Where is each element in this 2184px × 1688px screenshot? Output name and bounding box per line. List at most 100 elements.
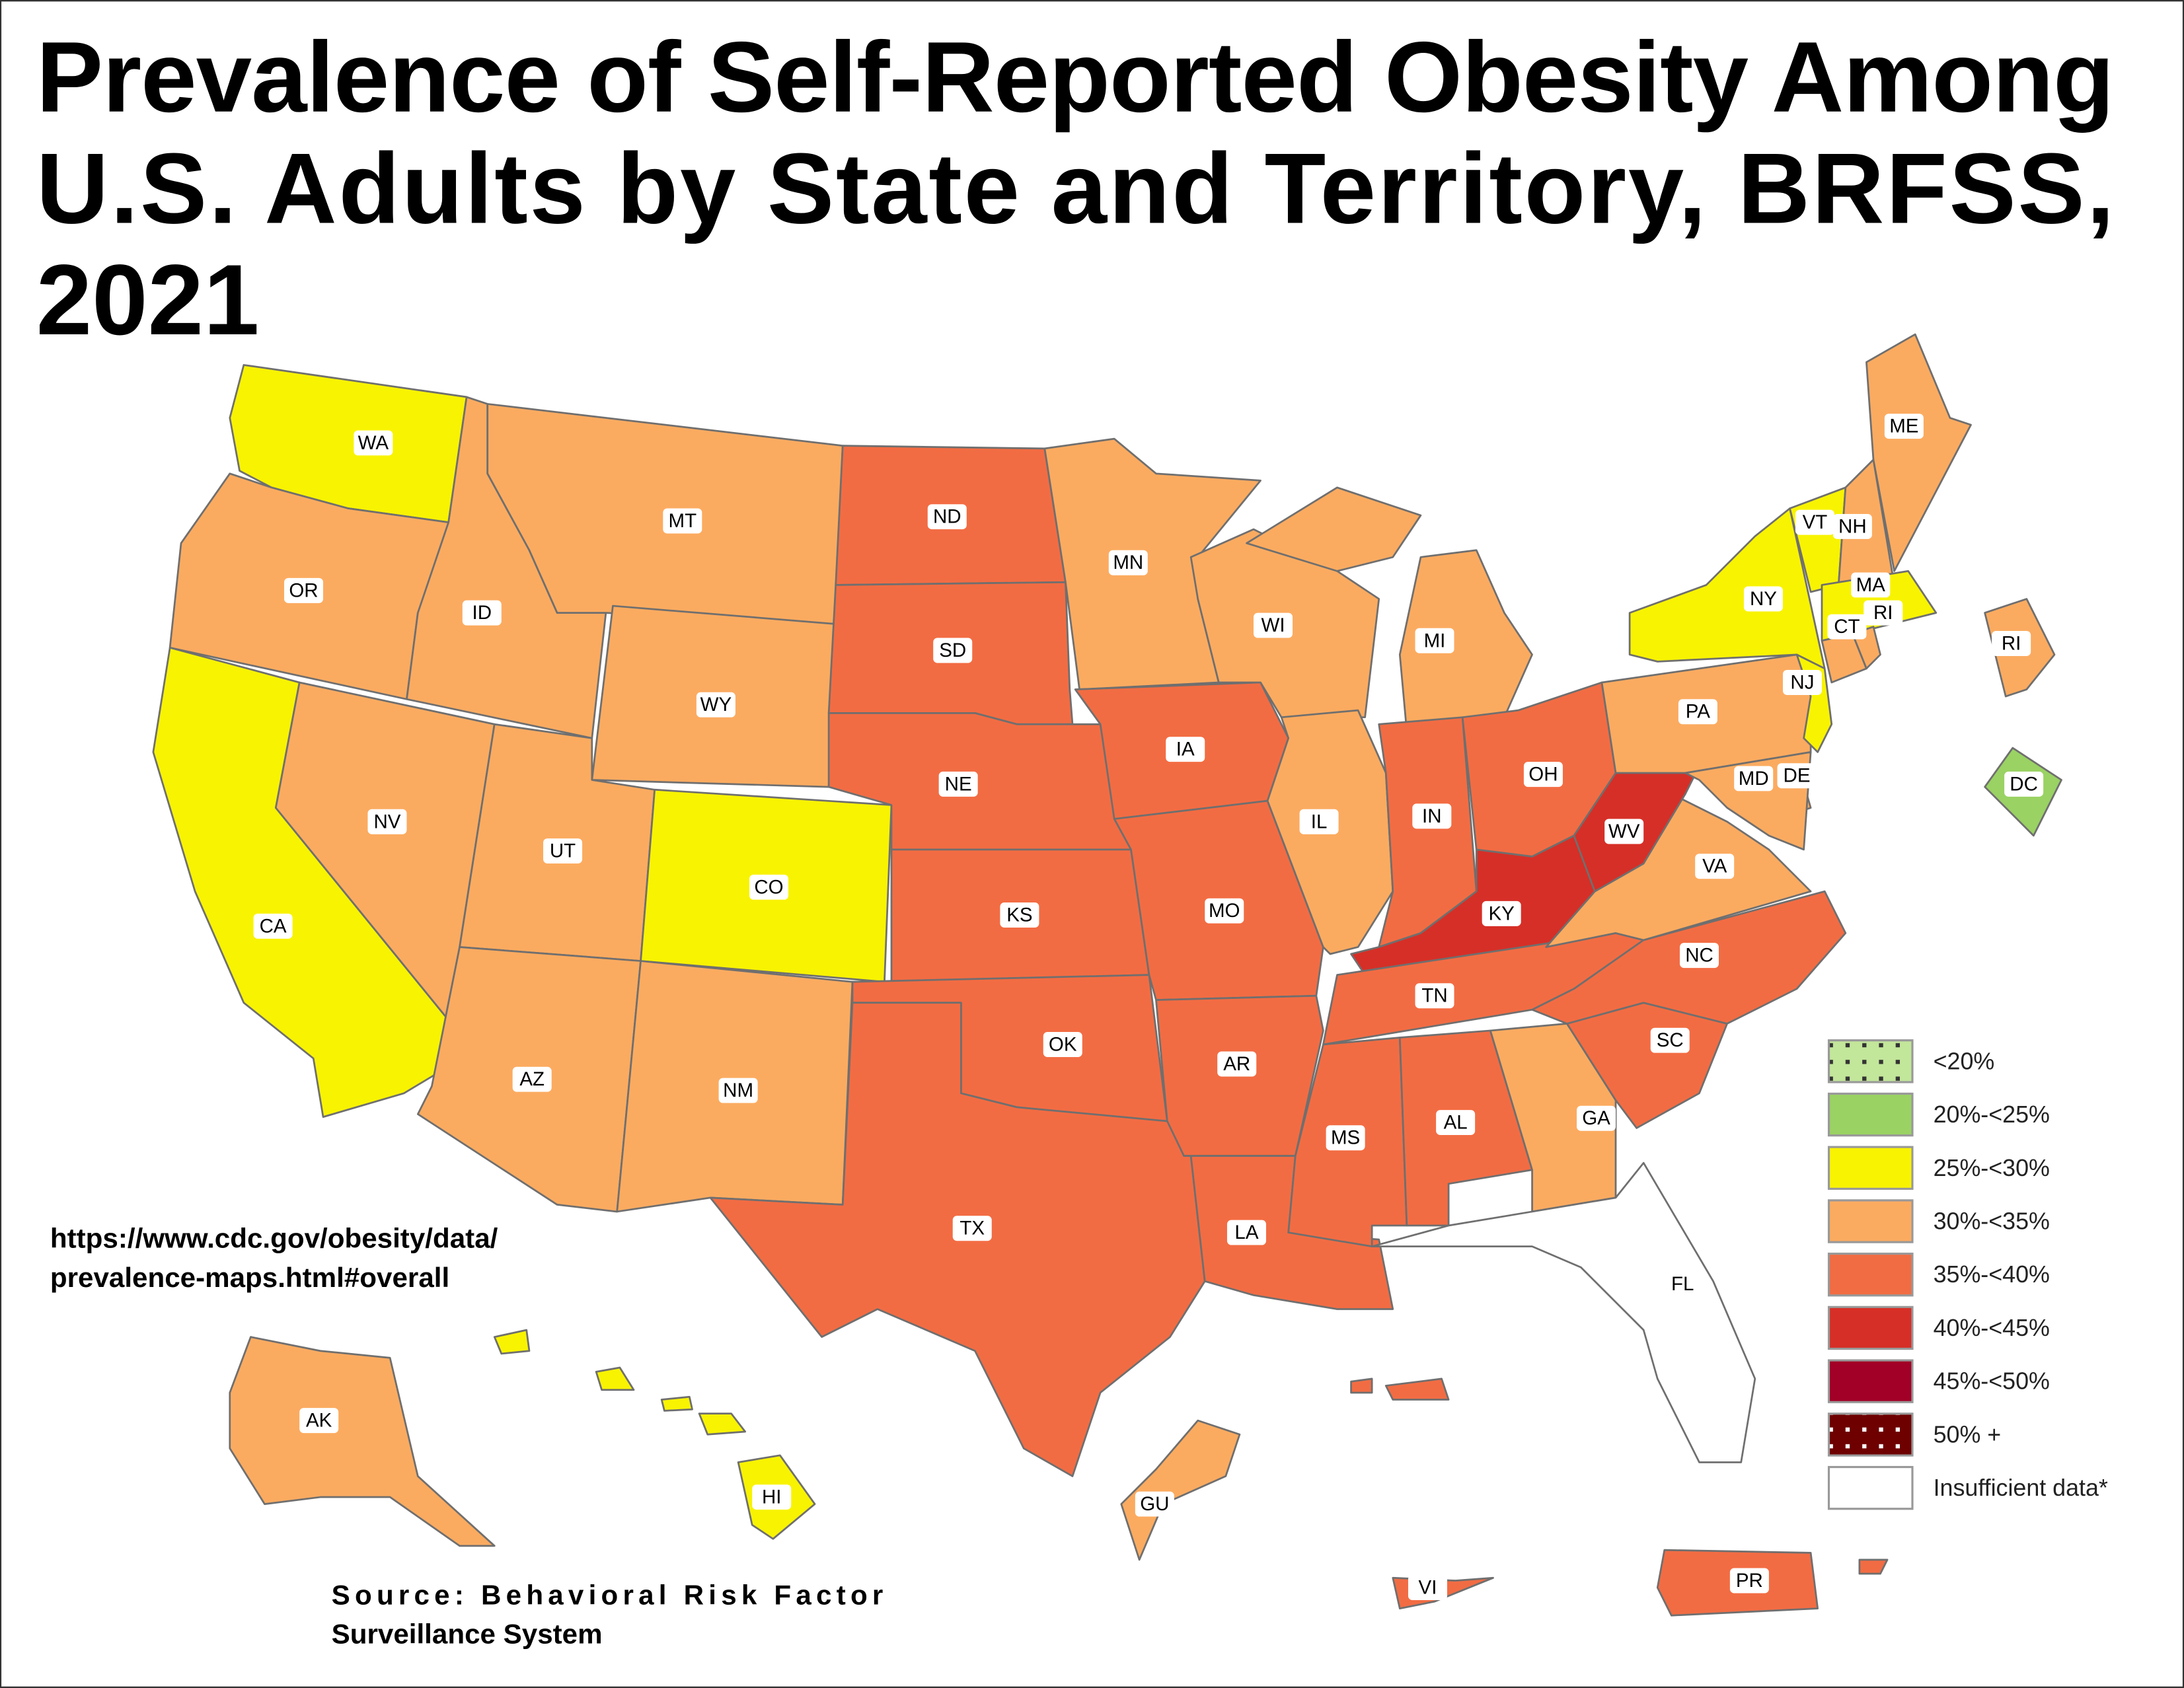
legend: <20% 20%-<25% 25%-<30% 30%-<35% 35%-<40% 40%-…	[1827, 1039, 2108, 1510]
state-label-dc: DC	[2010, 773, 2038, 795]
state-label-bg	[952, 1216, 992, 1241]
title-line-1: Prevalence of Self-Reported Obesity Amon…	[36, 22, 2115, 133]
state-label-bg	[1577, 1105, 1616, 1131]
state-label-mo: MO	[1209, 900, 1240, 922]
state-label-bg	[752, 1485, 792, 1510]
state-label-bg	[1412, 803, 1452, 829]
state-label-bg	[749, 874, 789, 900]
state-label-bg	[367, 809, 407, 834]
state-label-pr: PR	[1736, 1570, 1763, 1592]
state-label-md: MD	[1739, 768, 1769, 789]
state-fl[interactable]	[1371, 1161, 1756, 1463]
state-mi[interactable]	[1246, 486, 1422, 572]
state-label-ca: CA	[260, 915, 287, 937]
state-label-bg	[1678, 699, 1717, 725]
state-label-ri: RI	[1873, 602, 1893, 624]
state-label-la: LA	[1234, 1222, 1258, 1243]
state-label-bg	[283, 577, 324, 603]
state-label-tx: TX	[960, 1218, 985, 1239]
state-label-ks: KS	[1006, 904, 1032, 926]
state-label-ky: KY	[1489, 902, 1515, 924]
state-label-nv: NV	[373, 811, 400, 832]
legend-swatch	[1827, 1359, 1914, 1403]
state-gu[interactable]	[1120, 1419, 1241, 1561]
state-label-ri: RI	[2002, 632, 2021, 654]
state-hi[interactable]	[660, 1395, 693, 1412]
state-hi[interactable]	[698, 1413, 747, 1436]
state-label-ct: CT	[1834, 616, 1860, 638]
state-label-bg	[1482, 900, 1521, 926]
state-label-bg	[1166, 737, 1205, 762]
state-label-vt: VT	[1803, 511, 1828, 533]
legend-label: 40%-<45%	[1934, 1315, 2050, 1341]
state-label-bg	[1782, 670, 1822, 695]
state-label-bg	[718, 1078, 758, 1103]
title-line-2: U.S. Adults by State and Territory, BRFS…	[36, 133, 2115, 244]
legend-swatch	[1827, 1413, 1914, 1457]
state-label-ak: AK	[306, 1410, 332, 1432]
state-label-pa: PA	[1686, 701, 1710, 723]
state-label-sd: SD	[939, 640, 966, 661]
state-label-nh: NH	[1838, 515, 1867, 537]
legend-swatch	[1827, 1465, 1914, 1510]
state-label-in: IN	[1422, 805, 1442, 827]
state-label-bg	[512, 1066, 552, 1092]
state-label-bg	[1832, 513, 1872, 539]
source-line-2: Surveillance System	[332, 1618, 603, 1649]
state-label-bg	[1217, 1051, 1257, 1077]
state-label-nj: NJ	[1790, 671, 1814, 693]
state-hi[interactable]	[493, 1329, 531, 1355]
state-hi[interactable]	[595, 1366, 635, 1391]
legend-label: 25%-<30%	[1934, 1155, 2050, 1181]
state-label-ms: MS	[1331, 1127, 1360, 1149]
state-label-vi: VI	[1419, 1577, 1437, 1599]
state-label-bg	[299, 1408, 339, 1434]
state-label-bg	[1992, 631, 2031, 656]
state-label-bg	[1679, 943, 1719, 969]
state-mi[interactable]	[1398, 549, 1533, 733]
state-label-hi: HI	[762, 1486, 782, 1508]
state-pr[interactable]	[1384, 1377, 1450, 1401]
state-label-mn: MN	[1113, 552, 1143, 573]
state-label-nd: ND	[933, 506, 961, 528]
state-label-bg	[1743, 586, 1783, 612]
state-label-bg	[253, 913, 293, 939]
legend-label: 50% +	[1934, 1421, 2002, 1448]
state-label-bg	[663, 508, 702, 534]
state-label-bg	[354, 430, 393, 456]
state-pr[interactable]	[1858, 1559, 1889, 1575]
legend-swatch	[1827, 1039, 1914, 1083]
state-label-bg	[938, 771, 978, 797]
state-label-gu: GU	[1140, 1493, 1169, 1515]
state-label-nm: NM	[723, 1080, 753, 1101]
state-label-bg	[1043, 1032, 1082, 1057]
state-label-bg	[1436, 1110, 1476, 1136]
legend-swatch	[1827, 1253, 1914, 1297]
state-label-bg	[1734, 766, 1774, 791]
legend-swatch	[1827, 1092, 1914, 1137]
state-me[interactable]	[1865, 333, 1972, 572]
state-label-bg	[1777, 763, 1817, 789]
state-label-bg	[1663, 1271, 1702, 1297]
legend-label: Insufficient data*	[1934, 1475, 2108, 1501]
state-label-bg	[1108, 550, 1148, 575]
state-label-ia: IA	[1176, 739, 1195, 760]
state-label-wv: WV	[1608, 821, 1640, 842]
state-label-ma: MA	[1856, 574, 1886, 596]
state-label-fl: FL	[1671, 1273, 1694, 1295]
state-label-me: ME	[1889, 416, 1918, 437]
legend-label: 45%-<50%	[1934, 1368, 2050, 1395]
state-label-co: CO	[754, 876, 783, 898]
state-label-id: ID	[472, 602, 492, 624]
state-label-bg	[1135, 1491, 1174, 1517]
state-label-bg	[1650, 1027, 1690, 1053]
state-pr[interactable]	[1350, 1377, 1373, 1394]
state-label-bg	[1000, 902, 1039, 928]
url-line-2: prevalence-maps.html#overall	[50, 1262, 449, 1293]
state-label-ut: UT	[550, 840, 576, 862]
state-label-wy: WY	[700, 694, 732, 716]
state-label-bg	[1408, 1575, 1447, 1601]
state-ak[interactable]	[229, 1336, 496, 1547]
state-label-bg	[1226, 1220, 1266, 1245]
